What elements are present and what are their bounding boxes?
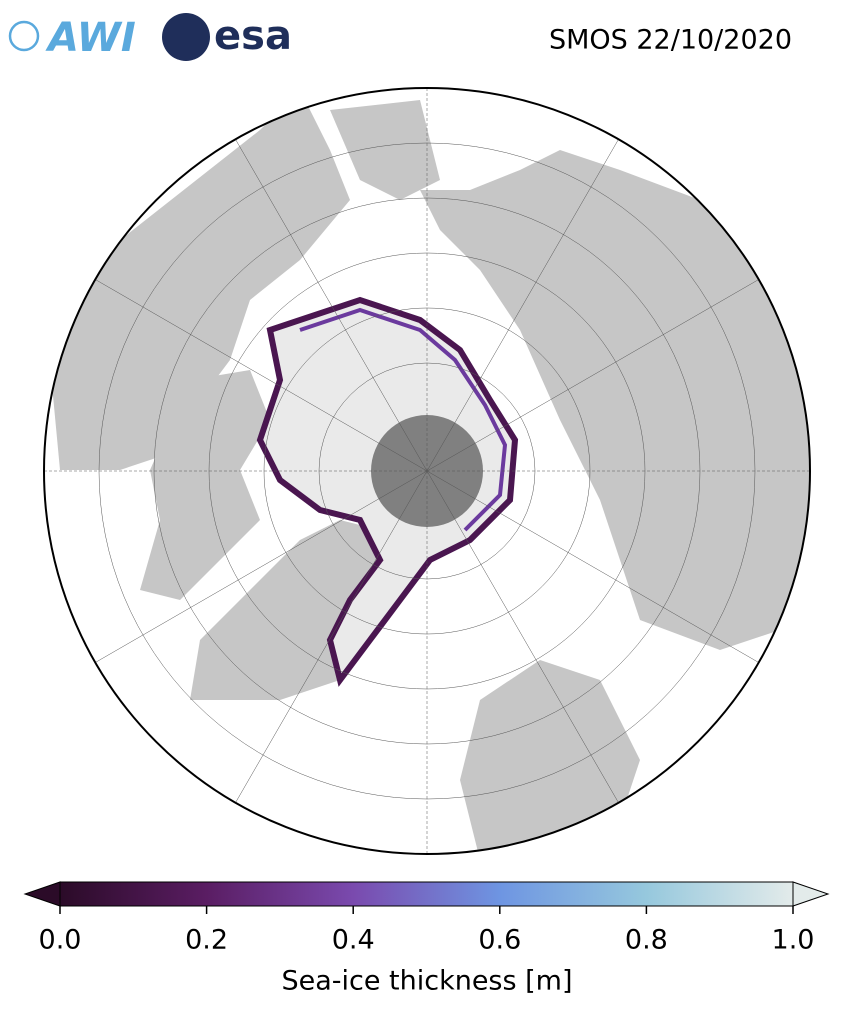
graticule bbox=[44, 88, 810, 854]
logos: AWI esa bbox=[8, 13, 292, 61]
meridian bbox=[426, 270, 774, 472]
colorbar-tick-label: 0.2 bbox=[185, 925, 228, 956]
map bbox=[44, 88, 810, 854]
colorbar-body bbox=[59, 881, 794, 907]
colorbar-tick-label: 0.4 bbox=[332, 925, 375, 956]
awi-icon bbox=[8, 20, 40, 52]
meridian bbox=[80, 470, 428, 672]
meridian bbox=[426, 470, 774, 672]
colorbar-tick-label: 0.6 bbox=[478, 925, 521, 956]
esa-logo: esa bbox=[214, 13, 292, 59]
land bbox=[460, 660, 640, 854]
colorbar-tick-label: 1.0 bbox=[772, 925, 815, 956]
awi-logo: AWI bbox=[45, 15, 136, 61]
map-border bbox=[43, 87, 811, 855]
colorbar-tick-label: 0.8 bbox=[625, 925, 668, 956]
meridian bbox=[226, 124, 428, 472]
colorbar-extend-high bbox=[792, 881, 830, 907]
land bbox=[330, 100, 440, 200]
meridian bbox=[426, 470, 628, 818]
sea-ice-thin bbox=[299, 307, 508, 532]
colorbar: 0.0 0.2 0.4 0.6 0.8 1.0 bbox=[23, 881, 830, 956]
colorbar-label: Sea-ice thickness [m] bbox=[281, 966, 572, 997]
land bbox=[44, 90, 350, 470]
title: SMOS 22/10/2020 bbox=[549, 25, 792, 56]
meridian bbox=[426, 124, 628, 472]
colorbar-tick-label: 0.0 bbox=[39, 925, 82, 956]
meridian bbox=[226, 470, 428, 818]
esa-icon bbox=[162, 13, 210, 61]
colorbar-extend-low bbox=[23, 881, 61, 907]
land bbox=[420, 150, 810, 650]
land bbox=[140, 370, 270, 600]
meridian bbox=[80, 270, 428, 472]
